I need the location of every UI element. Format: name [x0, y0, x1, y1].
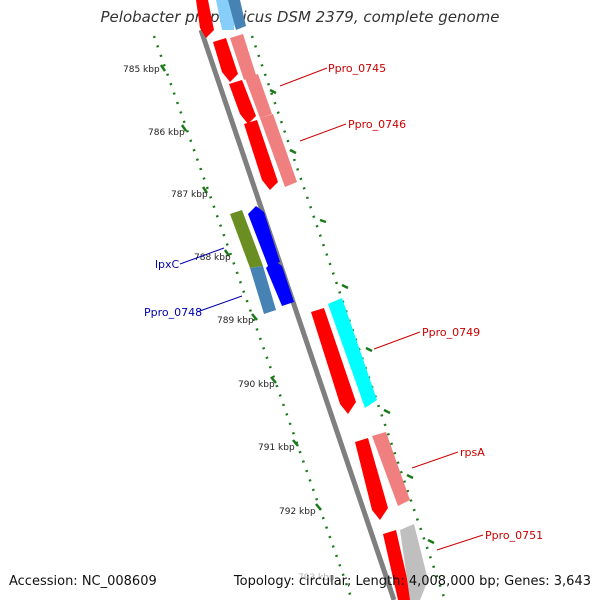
kbp-label: 785 kbp: [123, 65, 160, 75]
major-tick: [427, 538, 435, 545]
major-tick: [289, 148, 297, 155]
major-tick: [270, 376, 277, 384]
kbp-label: 789 kbp: [217, 316, 254, 326]
gene-label-Ppro_0749[interactable]: Ppro_0749: [422, 326, 480, 339]
kbp-label: 790 kbp: [238, 380, 275, 390]
major-tick: [365, 346, 373, 353]
leader-line: [279, 67, 328, 87]
reverse-cds[interactable]: [266, 260, 294, 306]
major-tick: [315, 503, 322, 511]
gene-label-rpsA[interactable]: rpsA: [460, 446, 485, 459]
major-tick: [341, 283, 349, 290]
genome-backbone: [198, 29, 397, 600]
cog-band: [372, 432, 410, 506]
major-tick: [383, 408, 391, 415]
gene-Ppro_0746[interactable]: [244, 114, 297, 190]
gene-Ppro_0748[interactable]: [250, 260, 294, 314]
cog-band: [250, 266, 276, 314]
leader-line: [436, 534, 484, 551]
cog-band: [400, 524, 428, 600]
major-tick: [159, 64, 167, 72]
leader-line: [196, 295, 243, 313]
gene-label-Ppro_0745[interactable]: Ppro_0745: [328, 62, 386, 75]
cog-band: [245, 74, 272, 118]
gene-rpsA[interactable]: [355, 432, 410, 520]
leader-line: [299, 123, 347, 142]
gene-label-Ppro_0748[interactable]: Ppro_0748: [144, 306, 202, 319]
major-tick: [223, 249, 231, 257]
right-major-ticks: [269, 88, 435, 545]
cog-band: [260, 114, 297, 187]
accession-text: Accession: NC_008609: [9, 574, 157, 589]
gene-labels: Ppro_0745 Ppro_0746 lpxC Ppro_0748 Ppro_…: [144, 62, 543, 542]
gene-label-Ppro_0746[interactable]: Ppro_0746: [348, 118, 406, 131]
gene-Ppro_0749[interactable]: [311, 298, 377, 414]
major-tick: [269, 88, 277, 95]
leader-lines: [179, 67, 484, 551]
gene-Ppro_0745b[interactable]: [229, 74, 272, 124]
reverse-cds[interactable]: [248, 206, 280, 266]
forward-cds: [196, 0, 214, 38]
leader-line: [179, 247, 225, 265]
kbp-label: 787 kbp: [171, 190, 208, 200]
forward-cds[interactable]: [229, 80, 256, 124]
cog-band: [230, 210, 263, 268]
cog-band: [328, 298, 377, 408]
genome-summary-text: Topology: circular; Length: 4,008,000 bp…: [233, 574, 591, 589]
cog-band: [228, 0, 246, 30]
gene-label-lpxC[interactable]: lpxC: [155, 258, 180, 271]
kbp-label: 788 kbp: [194, 253, 231, 263]
left-major-ticks: [159, 64, 322, 511]
forward-cds[interactable]: [311, 308, 356, 414]
kbp-label: 791 kbp: [258, 443, 295, 453]
gene-Ppro_0751[interactable]: [383, 524, 428, 600]
forward-cds[interactable]: [213, 38, 238, 82]
gene-lpxC[interactable]: [230, 206, 280, 268]
major-tick: [292, 439, 299, 447]
gene-label-Ppro_0751[interactable]: Ppro_0751: [485, 529, 543, 542]
kbp-labels: 785 kbp 786 kbp 787 kbp 788 kbp 789 kbp …: [123, 65, 335, 583]
major-tick: [201, 186, 209, 194]
forward-cds[interactable]: [244, 120, 278, 190]
kbp-label: 793 kbp: [298, 573, 335, 583]
top-partial-features: [196, 0, 246, 38]
major-tick: [406, 473, 414, 480]
forward-cds[interactable]: [383, 530, 412, 600]
major-tick: [251, 313, 258, 321]
leader-line: [373, 331, 421, 350]
gene-Ppro_0745[interactable]: [213, 34, 256, 82]
forward-cds[interactable]: [355, 438, 388, 520]
kbp-label: 792 kbp: [279, 507, 316, 517]
cog-band: [230, 34, 256, 80]
kbp-label: 786 kbp: [148, 128, 185, 138]
major-tick: [319, 218, 327, 224]
major-tick: [180, 124, 188, 132]
leader-line: [411, 451, 459, 469]
